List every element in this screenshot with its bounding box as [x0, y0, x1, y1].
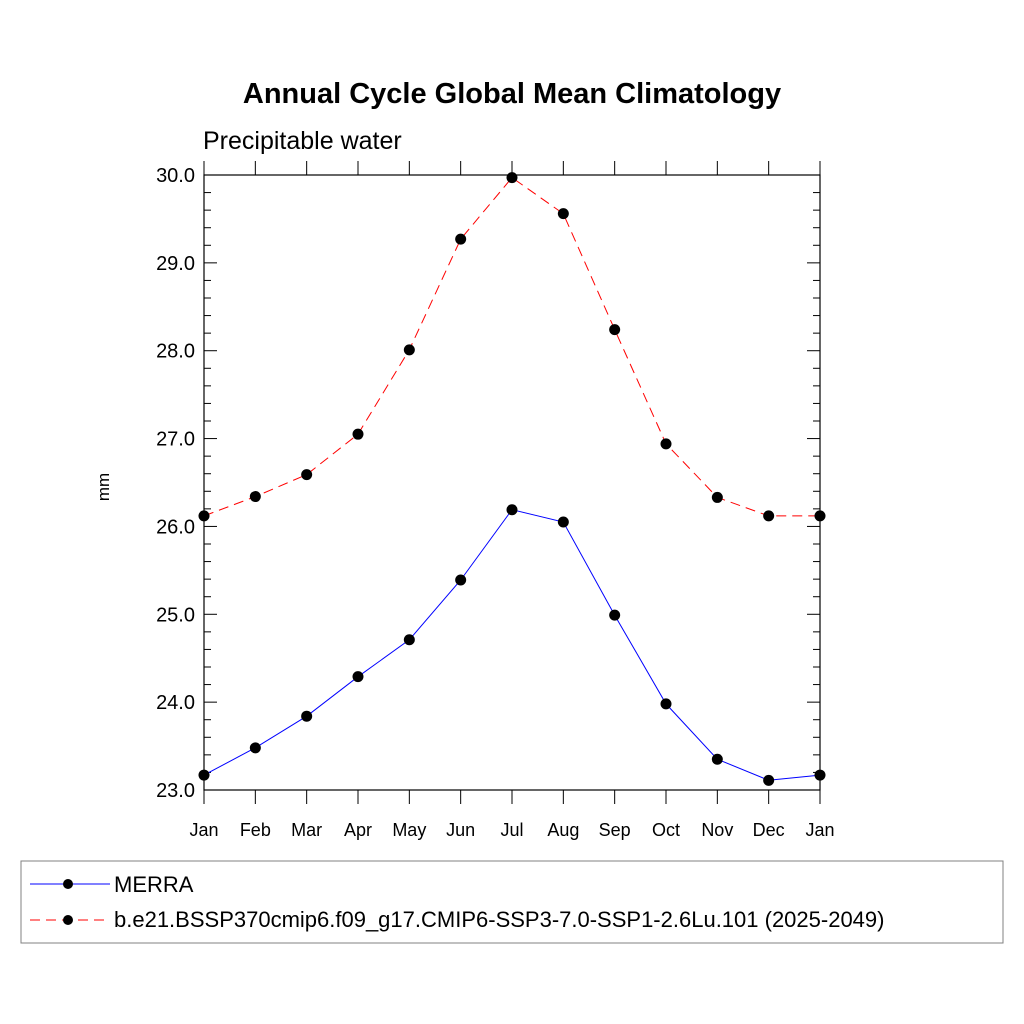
series-0-point [763, 774, 775, 786]
y-axis-label: mm [94, 473, 113, 501]
series-0-point [711, 753, 723, 765]
axis-ticks [203, 161, 821, 804]
chart-title: Annual Cycle Global Mean Climatology [243, 78, 781, 110]
x-tick-label: Sep [599, 820, 631, 840]
x-tick-label: Mar [291, 820, 322, 840]
legend-marker-merra [63, 879, 73, 889]
series-1-point [609, 324, 621, 336]
y-tick-label: 23.0 [156, 780, 195, 802]
y-tick-label: 24.0 [156, 692, 195, 714]
x-tick-label: Jul [500, 820, 523, 840]
y-tick-labels: 23.0 24.0 25.0 26.0 27.0 28.0 29.0 30.0 [156, 165, 195, 802]
series-0-point [455, 574, 467, 586]
series-1-point [660, 438, 672, 450]
series-0-point [506, 504, 518, 516]
series-line-0 [203, 509, 821, 781]
y-tick-label: 26.0 [156, 516, 195, 538]
x-tick-label: Nov [701, 820, 733, 840]
series-0-point [557, 516, 569, 528]
series-line-1 [203, 176, 820, 517]
series-0-point [352, 671, 364, 683]
legend-box [20, 860, 1004, 944]
plot-frame [203, 174, 821, 791]
series-layer [198, 172, 826, 786]
x-tick-label: Oct [652, 820, 680, 840]
series-0-point [301, 710, 313, 722]
y-tick-label: 30.0 [156, 165, 195, 187]
y-tick-label: 29.0 [156, 253, 195, 275]
x-tick-label: Apr [344, 820, 372, 840]
x-tick-label: Aug [547, 820, 579, 840]
x-tick-label: Dec [753, 820, 785, 840]
series-1-point [557, 208, 569, 220]
series-1-point [198, 510, 210, 522]
series-0-point [249, 742, 261, 754]
series-1-point [352, 428, 364, 440]
legend-label-merra: MERRA [114, 872, 194, 897]
x-tick-labels: Jan Feb Mar Apr May Jun Jul Aug Sep Oct Nov Dec Jan [189, 820, 834, 840]
chart-subtitle: Precipitable water [203, 127, 402, 155]
x-tick-label: Jan [805, 820, 834, 840]
series-1-point [403, 344, 415, 356]
legend-marker-model [63, 915, 73, 925]
series-0-point [660, 698, 672, 710]
series-1-point [249, 491, 261, 503]
legend-label-model: b.e21.BSSP370cmip6.f09_g17.CMIP6-SSP3-7.… [114, 907, 884, 932]
legend: MERRA b.e21.BSSP370cmip6.f09_g17.CMIP6-S… [20, 860, 1004, 944]
series-1-point [763, 510, 775, 522]
x-tick-label: Feb [240, 820, 271, 840]
series-1-point [455, 233, 467, 245]
x-tick-label: Jun [446, 820, 475, 840]
y-tick-label: 27.0 [156, 429, 195, 451]
y-tick-label: 25.0 [156, 604, 195, 626]
series-0-point [198, 769, 210, 781]
series-1-point [301, 469, 313, 481]
x-tick-label: May [392, 820, 426, 840]
series-0-point [814, 769, 826, 781]
x-tick-label: Jan [189, 820, 218, 840]
series-1-point [711, 491, 723, 503]
series-1-point [506, 172, 518, 184]
series-1-point [814, 510, 826, 522]
y-tick-label: 28.0 [156, 341, 195, 363]
series-0-point [609, 609, 621, 621]
series-0-point [403, 634, 415, 646]
